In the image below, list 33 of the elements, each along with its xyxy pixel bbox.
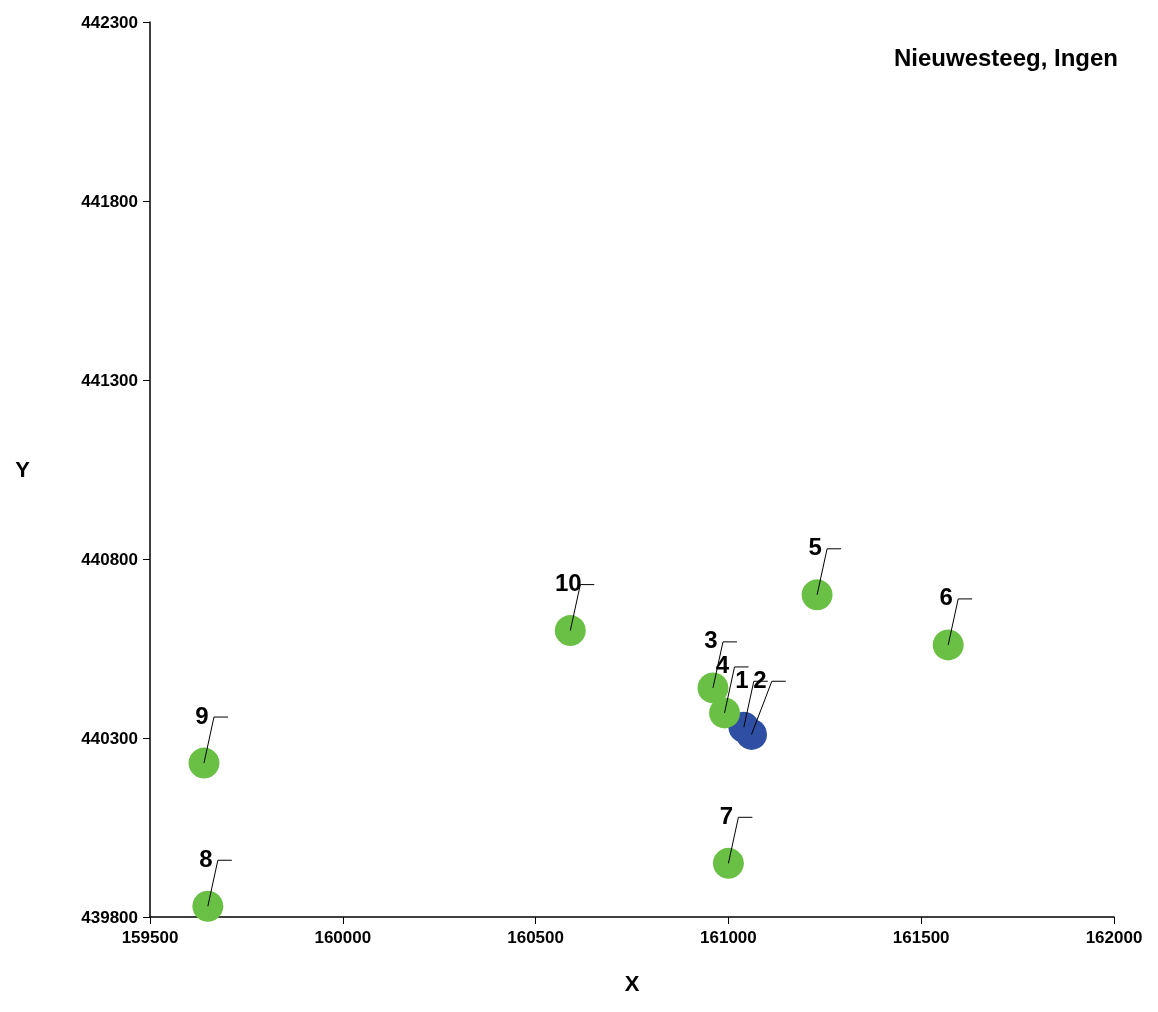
x-axis-title: X xyxy=(624,970,640,996)
y-axis-title: Y xyxy=(15,457,31,482)
annotation: 8 xyxy=(199,844,213,872)
x-tick-label: 161000 xyxy=(700,928,757,947)
point xyxy=(554,615,586,647)
annotation: 6 xyxy=(939,583,953,611)
y-tick-label: 441800 xyxy=(81,191,138,211)
point xyxy=(712,847,744,879)
annotation: 7 xyxy=(719,801,734,829)
point xyxy=(932,629,964,661)
point xyxy=(192,890,224,922)
point xyxy=(736,718,768,750)
x-tick-label: 160500 xyxy=(507,928,564,947)
annotation: 4 xyxy=(715,651,730,679)
annotation: 3 xyxy=(704,626,718,654)
annotation: 1 xyxy=(735,665,749,693)
x-tick-label: 159500 xyxy=(121,928,179,947)
annotation: 9 xyxy=(195,701,209,729)
y-tick-label: 440300 xyxy=(81,728,138,748)
text: Nieuwesteeg, Ingen xyxy=(893,43,1119,71)
y-tick-label: 440800 xyxy=(81,549,138,569)
x-tick-label: 162000 xyxy=(1085,928,1143,947)
point xyxy=(801,579,833,611)
point xyxy=(188,747,220,779)
x-tick-label: 160000 xyxy=(314,928,372,947)
point xyxy=(709,697,741,729)
point xyxy=(697,672,729,704)
y-tick-label: 442300 xyxy=(81,12,138,32)
annotation: 10 xyxy=(554,569,582,597)
annotation: 5 xyxy=(808,533,822,561)
x-tick-label: 161500 xyxy=(892,928,950,947)
y-tick-label: 441300 xyxy=(81,370,138,390)
y-tick-label: 439800 xyxy=(81,907,138,927)
